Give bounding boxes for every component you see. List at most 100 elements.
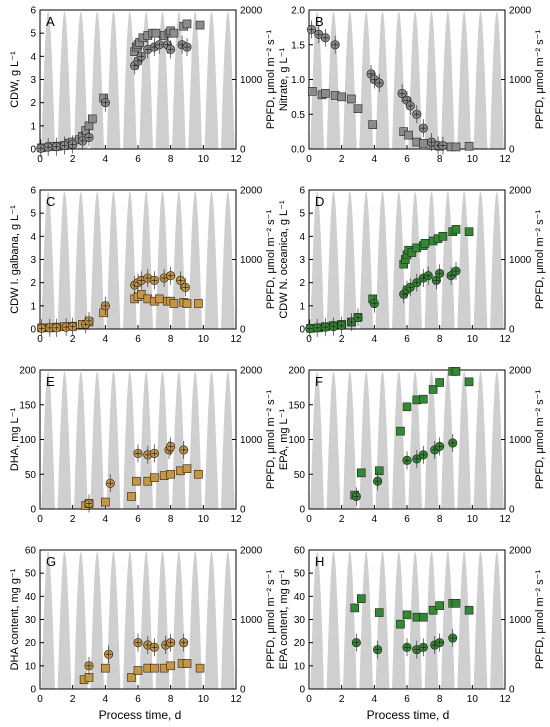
y2-tick-label: 1000 bbox=[509, 435, 532, 446]
y2-tick-label: 2000 bbox=[509, 186, 532, 197]
light-peak bbox=[106, 371, 121, 509]
data-point-square bbox=[87, 114, 97, 124]
y2-tick-label: 2000 bbox=[509, 6, 532, 17]
light-peak bbox=[204, 11, 219, 150]
y-tick-label: 5 bbox=[299, 209, 305, 220]
x-tick-label: 8 bbox=[437, 154, 443, 165]
y-tick-label: 0 bbox=[30, 325, 36, 336]
data-point-square bbox=[321, 89, 330, 98]
panel-letter: H bbox=[315, 554, 324, 569]
light-peak bbox=[310, 371, 324, 509]
y2-tick-label: 1000 bbox=[240, 615, 263, 626]
light-peak bbox=[139, 371, 153, 509]
x-tick-label: 10 bbox=[467, 514, 479, 525]
y2-tick-label: 1000 bbox=[240, 255, 263, 266]
y-tick-label: 60 bbox=[25, 546, 37, 557]
y-tick-label: 0 bbox=[30, 685, 36, 696]
y-tick-label: 20 bbox=[294, 638, 306, 649]
light-peak bbox=[90, 191, 104, 329]
y-tick-label: 0 bbox=[30, 505, 36, 516]
light-peak bbox=[490, 11, 504, 150]
y2-tick-label: 0 bbox=[240, 505, 246, 516]
y2-tick-label: 1000 bbox=[240, 75, 263, 86]
light-peak bbox=[359, 551, 373, 689]
data-point-square bbox=[182, 299, 192, 308]
data-point-square bbox=[419, 394, 428, 404]
light-peak bbox=[123, 11, 137, 150]
light-peak bbox=[424, 551, 439, 689]
y-tick-label: 5 bbox=[30, 29, 36, 40]
data-point-square bbox=[195, 20, 205, 30]
x-tick-label: 4 bbox=[372, 694, 378, 705]
y-tick-label: 10 bbox=[294, 661, 306, 672]
data-point-square bbox=[356, 594, 366, 603]
light-peak bbox=[188, 551, 202, 689]
data-point-square bbox=[182, 659, 192, 668]
x-tick-label: 10 bbox=[467, 694, 479, 705]
light-peak bbox=[441, 371, 455, 509]
x-tick-label: 10 bbox=[198, 334, 210, 345]
light-peak bbox=[424, 371, 439, 509]
x-tick-label: 2 bbox=[339, 694, 345, 705]
x-tick-label: 12 bbox=[230, 514, 242, 525]
ppfd-axis-label: PPFD, μmol m⁻² s⁻¹ bbox=[265, 210, 277, 310]
x-tick-label: 2 bbox=[70, 154, 76, 165]
light-peak bbox=[41, 11, 55, 150]
x-tick-label: 12 bbox=[499, 514, 511, 525]
light-peak bbox=[172, 11, 186, 150]
x-tick-label: 2 bbox=[70, 514, 76, 525]
data-point-square bbox=[368, 120, 378, 129]
y-tick-label: 2.0 bbox=[291, 6, 305, 17]
y-tick-label: 6 bbox=[30, 186, 36, 197]
light-peak bbox=[155, 191, 170, 329]
light-peak bbox=[359, 11, 373, 150]
x-tick-label: 8 bbox=[168, 514, 174, 525]
x-tick-label: 6 bbox=[404, 334, 410, 345]
y-axis-label: CDW N. oceanica, g L⁻¹ bbox=[278, 200, 290, 319]
data-point-square bbox=[451, 598, 461, 608]
data-point-square bbox=[464, 227, 474, 236]
data-point-square bbox=[166, 661, 175, 671]
x-axis-label-left: Process time, d bbox=[99, 708, 182, 722]
x-tick-label: 6 bbox=[404, 694, 410, 705]
light-peak bbox=[106, 11, 121, 150]
light-peak bbox=[221, 371, 235, 509]
data-point-square bbox=[182, 19, 192, 29]
light-peak bbox=[139, 551, 153, 689]
panel-letter: D bbox=[315, 194, 324, 209]
light-peak bbox=[188, 191, 202, 329]
light-peak bbox=[57, 371, 72, 509]
y-tick-label: 50 bbox=[25, 569, 37, 580]
y-tick-label: 2 bbox=[299, 278, 305, 289]
light-peak bbox=[155, 11, 170, 150]
x-tick-label: 8 bbox=[168, 694, 174, 705]
x-tick-label: 6 bbox=[135, 154, 141, 165]
ppfd-axis-label: PPFD, μmol m⁻² s⁻¹ bbox=[534, 570, 546, 670]
y-tick-label: 50 bbox=[294, 569, 306, 580]
x-tick-label: 10 bbox=[198, 514, 210, 525]
x-tick-label: 4 bbox=[103, 514, 109, 525]
x-tick-label: 6 bbox=[135, 334, 141, 345]
data-point-square bbox=[404, 130, 413, 140]
x-tick-label: 4 bbox=[372, 334, 378, 345]
data-point-square bbox=[151, 28, 161, 38]
y-tick-label: 10 bbox=[25, 661, 37, 672]
y-tick-label: 3 bbox=[299, 255, 305, 266]
light-peak bbox=[457, 191, 471, 329]
light-peak bbox=[343, 11, 357, 150]
light-peak bbox=[375, 191, 390, 329]
y-tick-label: 150 bbox=[288, 400, 305, 411]
light-peak bbox=[310, 11, 324, 150]
light-peak bbox=[375, 551, 390, 689]
y2-tick-label: 0 bbox=[509, 685, 515, 696]
light-peak bbox=[41, 551, 55, 689]
data-point-square bbox=[169, 28, 179, 38]
data-point-square bbox=[182, 464, 192, 473]
x-tick-label: 2 bbox=[339, 154, 345, 165]
light-peak bbox=[74, 551, 88, 689]
data-point-square bbox=[337, 92, 346, 102]
